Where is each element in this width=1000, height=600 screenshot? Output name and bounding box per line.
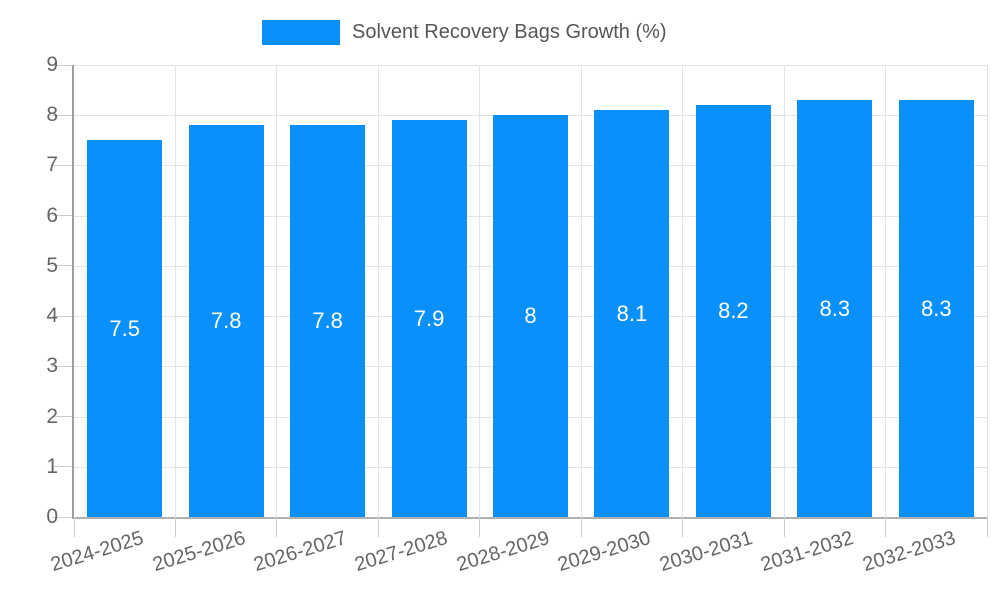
y-axis-tick (52, 265, 72, 267)
gridline-vertical (682, 65, 684, 517)
y-axis-tick (52, 164, 72, 166)
plot-area: 7.5 7.8 7.8 7.9 8 8.1 8.2 8.3 8.3 (52, 64, 988, 537)
y-tick-label: 6 (46, 203, 58, 227)
x-tick-label: 2029-2030 (555, 527, 654, 577)
x-axis-tick (479, 517, 481, 537)
bar (493, 115, 568, 517)
y-axis-tick (52, 64, 72, 66)
gridline-horizontal (74, 65, 987, 66)
y-axis-tick (52, 215, 72, 217)
gridline-vertical (580, 65, 582, 517)
y-tick-label: 7 (46, 153, 58, 177)
x-axis-tick (174, 517, 176, 537)
y-tick-label: 0 (46, 505, 58, 528)
y-axis-tick (52, 466, 72, 468)
x-tick-label: 2024-2025 (48, 527, 147, 577)
x-tick-label: 2031-2032 (758, 527, 857, 577)
gridline-vertical (377, 65, 379, 517)
x-tick-label: 2028-2029 (454, 527, 552, 577)
gridline-vertical (479, 65, 481, 517)
bar (898, 100, 974, 517)
legend-label: Solvent Recovery Bags Growth (%) (352, 21, 667, 43)
gridline-vertical (885, 65, 887, 517)
bar-value-label: 7.8 (210, 308, 242, 334)
y-tick-label: 3 (46, 354, 58, 378)
bar-value-label: 8 (524, 303, 537, 329)
legend-swatch (262, 20, 340, 45)
y-axis-tick (52, 365, 72, 367)
bar-value-label: 8.3 (819, 295, 851, 321)
y-axis-tick (52, 315, 72, 317)
y-tick-label: 1 (46, 454, 58, 478)
y-tick-label: 8 (46, 103, 58, 127)
x-tick-label: 2032-2033 (859, 527, 958, 577)
y-tick-label: 2 (46, 404, 58, 428)
x-axis-tick (986, 517, 988, 537)
x-axis-tick (580, 517, 582, 537)
y-axis-tick (52, 114, 72, 116)
bar-value-label: 8.1 (616, 300, 648, 326)
x-tick-label: 2027-2028 (352, 527, 451, 577)
x-axis-tick (276, 517, 278, 537)
x-tick-label: 2025-2026 (149, 527, 248, 577)
x-axis-tick (682, 517, 684, 537)
bar (797, 100, 873, 517)
y-tick-label: 9 (46, 53, 58, 76)
legend: Solvent Recovery Bags Growth (%) (262, 20, 667, 45)
gridline-vertical (174, 65, 176, 517)
bar (188, 125, 264, 517)
bar-value-label: 8.2 (718, 298, 749, 324)
bar-value-label: 7.5 (109, 315, 141, 341)
x-axis-tick (783, 517, 785, 537)
bar-value-label: 7.9 (413, 305, 445, 331)
y-axis-tick (52, 516, 72, 518)
x-tick-label: 2026-2027 (251, 527, 350, 577)
gridline-vertical (986, 65, 988, 517)
y-tick-label: 5 (46, 253, 58, 277)
bar-value-label: 7.8 (312, 308, 343, 334)
y-tick-label: 4 (46, 304, 58, 328)
x-axis-tick (73, 517, 75, 537)
bar (594, 110, 670, 517)
bar (87, 140, 163, 517)
gridline-vertical (783, 65, 785, 517)
bar (290, 125, 366, 517)
x-axis-tick (377, 517, 379, 537)
x-tick-label: 2030-2031 (656, 527, 755, 577)
bar (391, 120, 467, 517)
y-axis-tick (52, 416, 72, 418)
x-axis-tick (885, 517, 887, 537)
bar-value-label: 8.3 (920, 295, 952, 321)
bar (695, 105, 771, 517)
gridline-vertical (276, 65, 278, 517)
